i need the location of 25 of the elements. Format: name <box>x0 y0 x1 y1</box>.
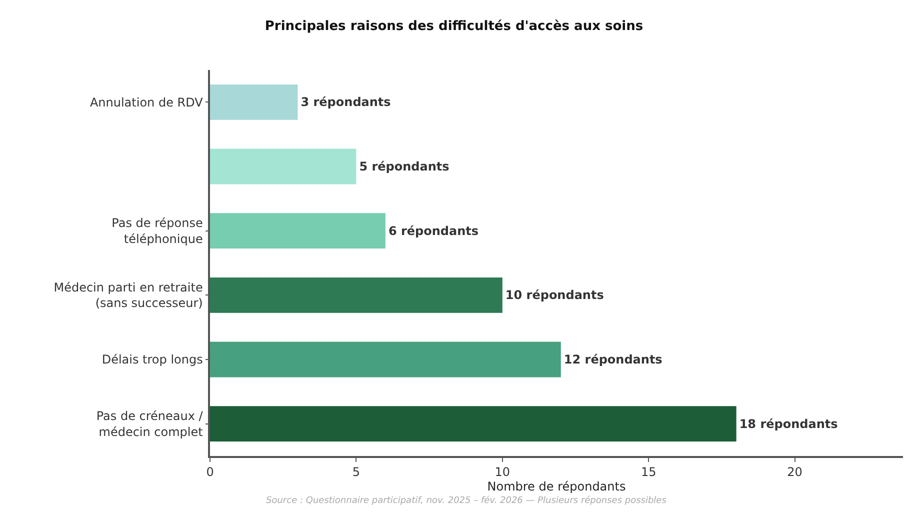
bar <box>210 84 298 120</box>
y-tick-label: Médecin parti en retraite (sans successeur) <box>54 280 203 310</box>
y-tick-label: Pas de réponse téléphonique <box>112 216 203 246</box>
x-tick-label: 15 <box>640 465 656 480</box>
chart-title: Principales raisons des difficultés d'accès aux soins <box>264 18 644 34</box>
data-label: 3 répondants <box>300 95 391 110</box>
x-tick-label: 20 <box>787 465 802 480</box>
bar <box>210 148 356 184</box>
x-tick-label: 0 <box>206 465 214 480</box>
y-tick-label: Annulation de RDV <box>90 95 204 110</box>
y-tick-label: Délais trop longs <box>102 352 203 367</box>
bar <box>210 277 502 313</box>
source-note: Source : Questionnaire participatif, nov. 2025 – fév. 2026 — Plusieurs réponses possibles <box>266 495 667 506</box>
x-tick-label: 5 <box>352 465 360 480</box>
data-label: 10 répondants <box>505 288 604 302</box>
data-label: 5 répondants <box>359 160 450 174</box>
data-label: 18 répondants <box>739 416 838 431</box>
data-label: 6 répondants <box>388 224 479 238</box>
bar <box>210 342 561 378</box>
bar <box>210 406 736 442</box>
x-tick-label: 10 <box>494 465 510 480</box>
y-tick-label: Pas de créneaux / médecin complet <box>96 409 204 439</box>
data-label: 12 répondants <box>564 352 662 366</box>
x-axis-title: Nombre de répondants <box>487 480 626 494</box>
bar <box>210 213 386 249</box>
